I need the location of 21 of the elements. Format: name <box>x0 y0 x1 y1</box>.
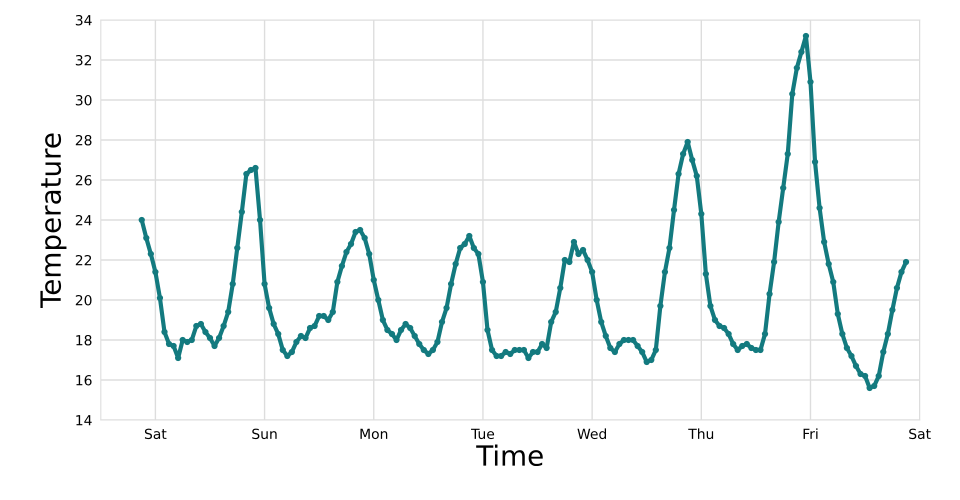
y-tick-label: 14 <box>76 415 92 426</box>
x-tick-label: Fri <box>804 428 818 439</box>
x-tick-label: Sat <box>144 428 166 440</box>
x-tick-label: Tue <box>471 428 494 440</box>
x-tick-label: Sat <box>909 428 931 440</box>
y-tick-label: 34 <box>76 14 92 26</box>
y-tick-label: 32 <box>76 54 92 66</box>
y-tick-label: 28 <box>76 134 92 146</box>
x-tick-label: Mon <box>360 428 388 440</box>
y-tick-label: 26 <box>76 174 92 186</box>
y-tick-label: 18 <box>76 334 92 346</box>
y-tick-label: 20 <box>76 294 92 306</box>
y-tick-label: 24 <box>76 214 92 226</box>
x-axis-title: Time <box>476 444 543 466</box>
y-tick-label: 16 <box>76 374 92 386</box>
y-tick-label: 22 <box>76 254 92 266</box>
x-tick-label: Sun <box>252 428 277 440</box>
y-axis-title: Temperature <box>40 134 66 308</box>
x-tick-label: Thu <box>688 428 714 440</box>
x-tick-label: Wed <box>577 428 606 440</box>
y-tick-label: 30 <box>76 94 92 106</box>
